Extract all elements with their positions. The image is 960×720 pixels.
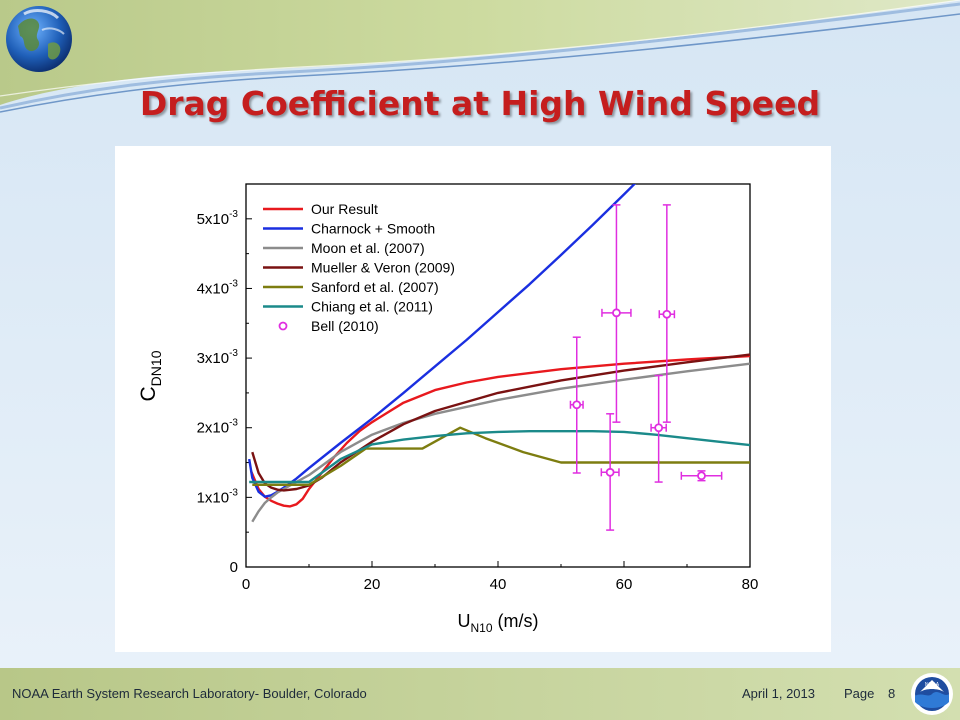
data-point-marker: [612, 308, 621, 318]
y-axis-label: CDN10: [137, 350, 164, 401]
footer-page-label: Page: [844, 686, 875, 701]
y-axis-label-main: C: [137, 386, 160, 401]
y-tick-label-exponent: -3: [229, 487, 238, 498]
y-tick-label: 3x10-3: [197, 348, 239, 367]
series-line-4: [251, 353, 750, 492]
noaa-logo: NOAA: [911, 673, 953, 715]
x-tick-label: 40: [490, 576, 507, 593]
y-tick-label-main: 4x10: [197, 280, 230, 297]
axes-group: 0 20 40 60 8001x10-32x10-33x10-34x10-35x10-3…: [137, 183, 759, 635]
footer-organization: NOAA Earth System Research Laboratory- B…: [12, 686, 367, 701]
bell-2010-point: [680, 470, 723, 482]
y-tick-label-exponent: -3: [229, 278, 238, 289]
data-point-marker: [697, 471, 706, 481]
scatter-group: [569, 204, 723, 531]
legend-label-1: Our Result: [311, 201, 378, 217]
chart-panel: 0 20 40 60 80 0 1x10-3 2x10-3 3x10-3 4x10-3 5x10-3…: [115, 146, 831, 652]
y-tick-label: 1x10-3: [197, 487, 239, 506]
footer-page-number: 8: [888, 686, 896, 701]
x-axis-label: UN10 (m/s): [458, 611, 539, 635]
y-tick-label-exponent: -3: [229, 348, 238, 359]
series-line-3: [251, 362, 750, 523]
earth-globe-logo: [6, 6, 72, 72]
x-tick-label: 20: [364, 576, 381, 593]
legend-label-5: Sanford et al. (2007): [311, 279, 439, 295]
legend-label-2: Charnock + Smooth: [311, 221, 435, 237]
y-tick-label-main: 3x10: [197, 350, 230, 367]
bell-2010-point: [658, 204, 676, 423]
series-line-6: [249, 430, 750, 484]
series-line-2: [248, 184, 637, 498]
footer-date: April 1, 2013: [742, 686, 815, 701]
y-tick-label-exponent: -3: [229, 418, 238, 429]
legend: Our Result Charnock + Smooth Moon et al. (…: [263, 201, 455, 334]
y-tick-label-main: 0: [230, 559, 238, 576]
y-tick-label-main: 2x10: [197, 420, 230, 437]
bell-2010-point: [601, 204, 632, 423]
x-axis-label-main: U: [458, 611, 471, 631]
y-axis-label-sub: DN10: [148, 350, 164, 386]
series-group: [248, 184, 750, 523]
y-tick-label-exponent: -3: [229, 209, 238, 220]
y-tick-label: 0: [230, 559, 238, 576]
legend-label-4: Mueller & Veron (2009): [311, 260, 455, 276]
bell-2010-point: [650, 374, 667, 483]
drag-coefficient-chart: 0 20 40 60 8001x10-32x10-33x10-34x10-35x10-3…: [137, 183, 759, 635]
y-tick-label: 5x10-3: [197, 209, 239, 228]
slide-title: Drag Coefficient at High Wind Speed: [139, 84, 821, 123]
svg-text:NOAA: NOAA: [925, 682, 940, 688]
x-tick-label: 0: [242, 576, 250, 593]
x-axis-label-sub: N10: [471, 621, 493, 635]
x-tick-label: 80: [742, 576, 759, 593]
legend-label-3: Moon et al. (2007): [311, 240, 425, 256]
legend-label-bell: Bell (2010): [311, 318, 379, 334]
bell-2010-point: [569, 336, 584, 474]
data-point-marker: [605, 467, 615, 477]
data-point-marker: [572, 400, 582, 410]
data-point-marker: [654, 423, 664, 433]
bell-2010-point: [600, 413, 620, 531]
legend-swatch-bell: [278, 321, 288, 331]
data-point-marker: [662, 309, 672, 319]
y-tick-label-main: 1x10: [197, 489, 230, 506]
x-tick-label: 60: [616, 576, 633, 593]
y-tick-label: 2x10-3: [197, 418, 239, 437]
y-tick-label-main: 5x10: [197, 211, 230, 228]
legend-label-6: Chiang et al. (2011): [311, 299, 433, 315]
x-axis-label-unit: (m/s): [493, 611, 539, 631]
y-tick-label: 4x10-3: [197, 278, 239, 297]
